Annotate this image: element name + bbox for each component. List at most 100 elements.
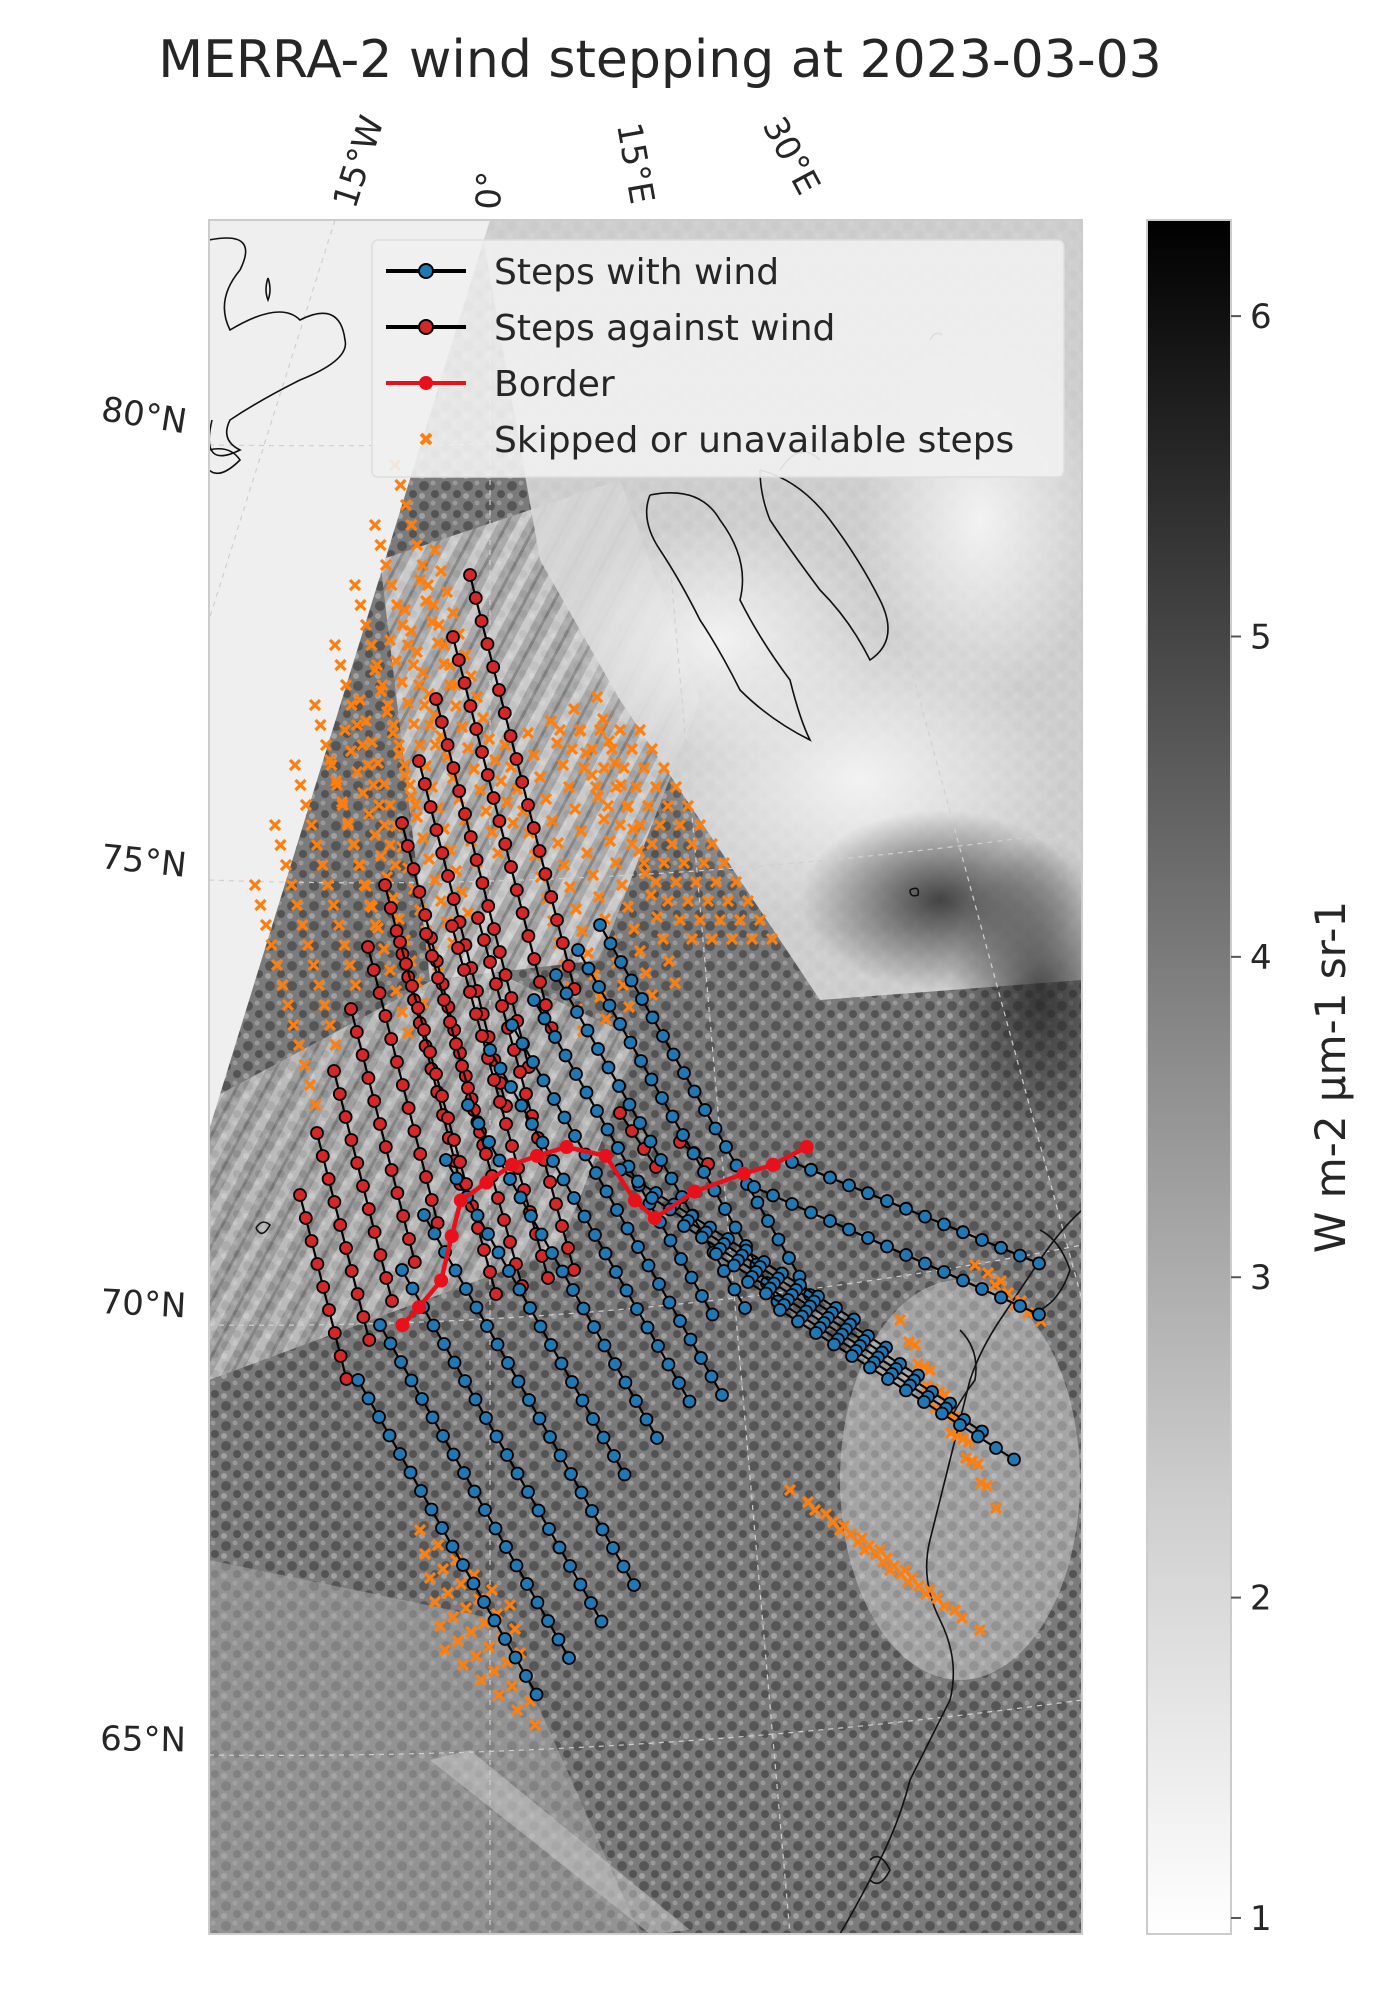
skipped-step-marker	[545, 814, 559, 828]
skipped-step-marker	[625, 742, 639, 756]
step-point	[532, 844, 547, 858]
skipped-step-marker	[593, 723, 607, 737]
step-point	[568, 1129, 582, 1143]
step-point	[474, 614, 489, 628]
step-point	[709, 1247, 723, 1261]
step-point	[446, 1447, 461, 1462]
border-point	[453, 1193, 468, 1208]
step-point	[395, 816, 409, 830]
skipped-step-marker	[565, 742, 579, 756]
skipped-step-marker	[608, 756, 622, 770]
skipped-step-marker	[404, 789, 418, 803]
skipped-step-marker	[344, 744, 358, 758]
step-point	[543, 1430, 557, 1444]
step-track	[315, 1132, 371, 1341]
step-point	[698, 1103, 712, 1117]
step-point	[489, 1429, 504, 1444]
skipped-step-marker	[401, 1026, 415, 1040]
step-point	[499, 1540, 513, 1554]
step-point	[344, 1002, 358, 1016]
skipped-step-marker	[568, 802, 582, 816]
step-point	[918, 1209, 932, 1224]
colorbar-tick-label: 5	[1250, 617, 1272, 657]
skipped-step-marker	[482, 732, 496, 746]
skipped-step-marker	[347, 837, 361, 851]
skipped-step-marker	[637, 761, 651, 775]
colorbar-tick-label: 2	[1250, 1579, 1272, 1619]
skipped-step-marker	[533, 770, 547, 784]
step-point	[415, 1392, 429, 1406]
skipped-step-marker	[416, 558, 429, 572]
step-point	[677, 1219, 691, 1233]
skipped-step-marker	[500, 795, 514, 809]
skipped-step-marker	[365, 638, 378, 652]
colorbar-label: W m-2 μm-1 sr-1	[1306, 901, 1355, 1253]
step-point	[549, 1197, 563, 1211]
step-point	[435, 1521, 449, 1535]
skipped-step-marker	[973, 1623, 987, 1637]
step-point	[509, 752, 524, 766]
skipped-step-marker	[637, 856, 651, 870]
skipped-step-marker	[586, 868, 600, 882]
step-point	[584, 1596, 598, 1610]
skipped-step-marker	[327, 898, 340, 912]
skipped-step-marker	[487, 1664, 501, 1678]
step-point	[561, 959, 576, 973]
skipped-step-marker	[485, 1583, 499, 1597]
skipped-step-marker	[389, 654, 403, 668]
skipped-step-marker	[316, 858, 329, 872]
step-point	[631, 1174, 645, 1189]
step-point	[526, 1055, 540, 1069]
skipped-step-marker	[592, 890, 606, 904]
step-point	[643, 1134, 658, 1149]
skipped-step-marker	[380, 705, 394, 719]
skipped-step-marker	[633, 723, 647, 737]
skipped-step-marker	[310, 838, 324, 852]
step-point	[477, 933, 491, 947]
step-point	[614, 955, 628, 969]
skipped-step-marker	[668, 976, 682, 990]
step-point	[441, 1111, 455, 1125]
step-point	[452, 784, 467, 798]
step-point	[482, 1135, 496, 1149]
step-point	[625, 1124, 639, 1138]
step-point	[467, 1484, 482, 1499]
step-point	[471, 1116, 486, 1131]
step-point	[937, 1217, 951, 1232]
skipped-step-marker	[626, 822, 640, 836]
step-point	[475, 1029, 489, 1043]
step-point	[607, 1449, 621, 1463]
skipped-step-marker	[528, 1718, 542, 1732]
legend-entry-skipped: Skipped or unavailable steps	[419, 420, 1014, 461]
skipped-step-marker	[551, 836, 565, 850]
skipped-step-marker	[638, 866, 652, 880]
skipped-step-marker	[527, 748, 541, 762]
step-point	[645, 1010, 660, 1025]
border-line	[400, 1144, 808, 1327]
step-point	[510, 1466, 525, 1481]
skipped-step-marker	[908, 1338, 922, 1352]
step-point	[425, 1410, 440, 1425]
skipped-step-marker	[407, 658, 420, 672]
step-point	[1032, 1256, 1046, 1271]
step-point	[661, 1357, 676, 1372]
step-point	[861, 1186, 875, 1201]
skipped-step-marker	[433, 1619, 447, 1633]
skipped-step-marker	[298, 1058, 311, 1072]
step-point	[515, 1036, 530, 1051]
skipped-step-marker	[329, 1038, 342, 1052]
step-point	[585, 1504, 599, 1518]
skipped-step-marker	[423, 718, 437, 732]
step-point	[479, 1147, 493, 1161]
skipped-step-marker	[721, 894, 735, 908]
step-point	[845, 1349, 859, 1363]
skipped-step-marker	[673, 913, 687, 927]
step-point	[759, 1286, 773, 1301]
step-point	[495, 999, 509, 1013]
step-point	[519, 1087, 533, 1101]
skipped-step-marker	[434, 894, 448, 908]
step-point	[827, 1337, 841, 1352]
skipped-steps-layer	[248, 458, 1048, 1732]
skipped-step-marker	[413, 573, 427, 587]
step-point	[373, 1318, 387, 1332]
